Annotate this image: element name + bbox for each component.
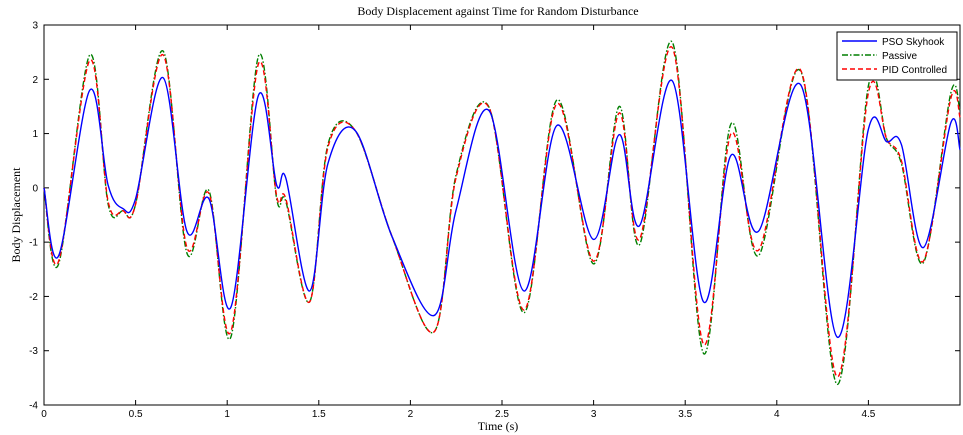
x-tick-label: 1.5 <box>312 409 326 420</box>
y-tick-label: -1 <box>29 238 38 249</box>
x-tick-label: 4 <box>774 409 780 420</box>
x-tick-label: 0 <box>41 409 47 420</box>
y-tick-label: 3 <box>32 21 38 32</box>
x-axis-label: Time (s) <box>478 419 519 433</box>
legend: PSO Skyhook Passive PID Controlled <box>836 31 958 81</box>
plot-area <box>43 24 961 406</box>
series-line-pso-skyhook <box>43 76 961 338</box>
y-tick-label: -4 <box>29 401 38 412</box>
y-tick-label: -2 <box>29 292 38 303</box>
legend-box <box>836 31 958 81</box>
y-tick-label: 0 <box>32 183 38 194</box>
x-axis: 0 0.5 1 1.5 2 2.5 3 3.5 4 4.5 <box>41 25 876 420</box>
x-tick-label: 2 <box>408 409 414 420</box>
y-axis: -4 -3 -2 -1 0 1 2 3 <box>29 21 960 412</box>
legend-label-pso-skyhook: PSO Skyhook <box>882 37 945 48</box>
y-tick-label: -3 <box>29 346 38 357</box>
x-tick-label: 2.5 <box>495 409 509 420</box>
y-tick-label: 1 <box>32 129 38 140</box>
x-tick-label: 0.5 <box>129 409 143 420</box>
y-tick-label: 2 <box>32 75 38 86</box>
x-tick-label: 3.5 <box>678 409 692 420</box>
x-tick-label: 4.5 <box>861 409 875 420</box>
x-tick-label: 1 <box>224 409 230 420</box>
chart-title: Body Displacement against Time for Rando… <box>357 4 638 18</box>
y-axis-label: Body Displacement <box>9 167 23 263</box>
legend-label-pid-controlled: PID Controlled <box>882 65 947 76</box>
x-tick-label: 3 <box>591 409 597 420</box>
series-layer <box>43 40 961 386</box>
legend-label-passive: Passive <box>882 51 917 62</box>
